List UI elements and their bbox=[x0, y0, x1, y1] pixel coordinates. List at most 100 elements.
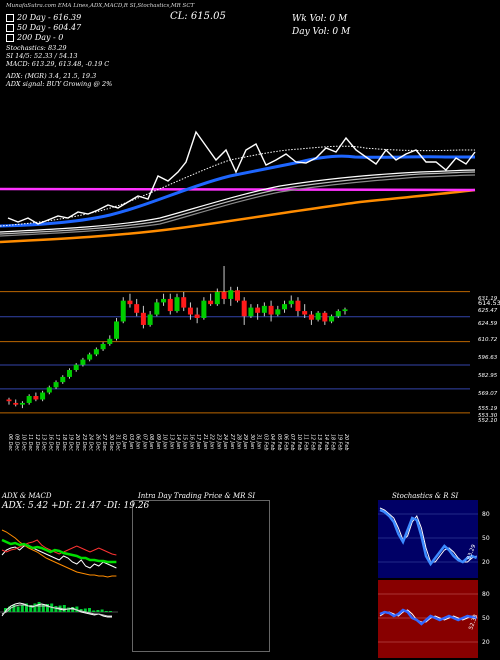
info-macd: MACD: 613.29, 613.48, -0.19 C bbox=[6, 60, 110, 68]
price-level-label: 555.19 bbox=[478, 406, 498, 412]
price-level-label: 610.72 bbox=[478, 337, 498, 343]
candle-body bbox=[60, 376, 66, 383]
candle-body bbox=[174, 297, 180, 312]
adx-value: ADX: 5.42 bbox=[2, 501, 49, 511]
price-level-label: 553.30 bbox=[478, 413, 498, 419]
date-tick-label: 19 Feb bbox=[336, 434, 342, 450]
ema-long-2 bbox=[0, 171, 476, 235]
date-tick-label: 23 Dec bbox=[81, 434, 87, 451]
date-tick-label: 20 Feb bbox=[343, 434, 349, 450]
price-ema-panel bbox=[0, 130, 476, 244]
candle-body bbox=[107, 338, 113, 344]
candle-body bbox=[282, 304, 288, 310]
date-tick-label: 07 Jan bbox=[141, 434, 147, 449]
date-tick-label: 26 Dec bbox=[94, 434, 100, 451]
legend-200day-text: 200 Day - 0 bbox=[17, 33, 64, 42]
header-top-line: MunafaSutra.com EMA Lines,ADX,MACD,R SI,… bbox=[6, 3, 195, 9]
date-tick-label: 19 Dec bbox=[67, 434, 73, 451]
candle-body bbox=[114, 321, 120, 339]
plus-di-value: +DI: 21.47 bbox=[50, 501, 101, 511]
macd-histogram-bar bbox=[54, 606, 58, 612]
price-level-label: 582.95 bbox=[478, 373, 498, 379]
macd-histogram-bar bbox=[29, 605, 33, 612]
legend-50day-text: 50 Day - 604.47 bbox=[17, 23, 82, 32]
stoch-tick-label: 20 bbox=[482, 559, 490, 566]
candle-body bbox=[308, 314, 314, 320]
macd-histogram-bar bbox=[104, 611, 108, 612]
price-level-label: 596.63 bbox=[478, 355, 498, 361]
macd-histogram-bar bbox=[92, 610, 96, 612]
date-tick-label: 13 Dec bbox=[41, 434, 47, 451]
candle-body bbox=[19, 402, 25, 405]
macd-histogram-bar bbox=[83, 608, 87, 612]
macd-histogram-bar bbox=[4, 608, 7, 612]
candle-body bbox=[228, 290, 234, 299]
candle-body bbox=[100, 344, 106, 350]
candle-body bbox=[40, 392, 46, 400]
candle-body bbox=[161, 298, 167, 303]
date-tick-label: 10 Dec bbox=[20, 434, 26, 451]
date-tick-label: 24 Dec bbox=[88, 434, 94, 451]
stoch-background bbox=[378, 500, 478, 578]
close-price-label: CL: 615.05 bbox=[170, 11, 226, 22]
candle-body bbox=[87, 354, 93, 360]
adx-orange-line bbox=[1, 529, 117, 578]
date-tick-label: 23 Jan bbox=[215, 434, 221, 449]
price-level-label: 569.07 bbox=[478, 391, 498, 397]
date-tick-label: 10 Jan bbox=[162, 434, 168, 449]
si-tick-label: 50 bbox=[482, 615, 490, 622]
date-tick-label: 03 Feb bbox=[262, 434, 268, 450]
date-tick-label: 16 Jan bbox=[188, 434, 194, 449]
legend-entry-50day: 50 Day - 604.47 bbox=[6, 23, 81, 33]
macd-histogram-bar bbox=[20, 605, 24, 612]
ema-legend: 20 Day - 616.39 50 Day - 604.47 200 Day … bbox=[6, 13, 81, 43]
date-tick-label: 07 Feb bbox=[289, 434, 295, 450]
candle-body bbox=[134, 304, 140, 313]
candle-body bbox=[342, 309, 348, 312]
date-tick-label: 05 Feb bbox=[276, 434, 282, 450]
macd-histogram-bar bbox=[96, 610, 100, 612]
date-tick-label: 03 Jan bbox=[128, 434, 134, 449]
candle-body bbox=[26, 396, 32, 403]
macd-histogram-bar bbox=[41, 604, 45, 612]
ema-dotted-line bbox=[0, 145, 475, 227]
candle-body bbox=[248, 307, 254, 317]
legend-entry-20day: 20 Day - 616.39 bbox=[6, 13, 81, 23]
date-tick-label: 30 Dec bbox=[108, 434, 114, 451]
date-tick-label: 18 Dec bbox=[61, 434, 67, 451]
date-tick-label: 09 Jan bbox=[155, 434, 161, 449]
ema-magenta-line bbox=[0, 187, 476, 192]
ema-long-1 bbox=[0, 169, 476, 233]
candle-body bbox=[288, 300, 294, 305]
date-tick-label: 22 Jan bbox=[209, 434, 215, 449]
macd-histogram-bar bbox=[88, 608, 91, 612]
info-adx: ADX: (MGR) 3.4, 21.5, 19.3 bbox=[6, 72, 97, 80]
candlestick-chart: 631.19 625.47 624.59 610.72 596.63 582.95 569.… bbox=[0, 266, 500, 451]
candle-body bbox=[33, 396, 39, 400]
stoch-title: Stochastics & R SI bbox=[392, 492, 459, 500]
legend-entry-200day: 200 Day - 0 bbox=[6, 33, 81, 43]
macd-histogram-bar bbox=[75, 606, 79, 612]
date-tick-label: 29 Jan bbox=[242, 434, 248, 449]
candle-body bbox=[6, 399, 12, 402]
candle-body bbox=[208, 300, 214, 305]
ema-long-3 bbox=[0, 174, 476, 237]
candle-body bbox=[154, 302, 160, 315]
macd-panel bbox=[0, 602, 118, 618]
minus-di-value: -DI: 19.26 bbox=[103, 501, 150, 511]
candle-body bbox=[93, 349, 99, 355]
date-tick-label: 12 Feb bbox=[309, 434, 315, 450]
close-price-line bbox=[7, 130, 476, 225]
date-tick-label: 17 Dec bbox=[54, 434, 60, 451]
ema-blue-line bbox=[0, 154, 475, 228]
candle-body bbox=[214, 292, 220, 305]
stoch-k-line bbox=[379, 508, 478, 567]
candle-body bbox=[221, 292, 227, 299]
date-tick-label: 27 Jan bbox=[229, 434, 235, 449]
macd-histogram-bar bbox=[67, 607, 70, 612]
candle-body bbox=[46, 387, 52, 393]
date-tick-label: 11 Feb bbox=[303, 434, 309, 450]
info-si: SI 14/5: 52.33 / 54.13 bbox=[6, 52, 78, 60]
si-tick-label: 80 bbox=[482, 591, 490, 598]
week-volume-label: Wk Vol: 0 M bbox=[292, 14, 348, 24]
